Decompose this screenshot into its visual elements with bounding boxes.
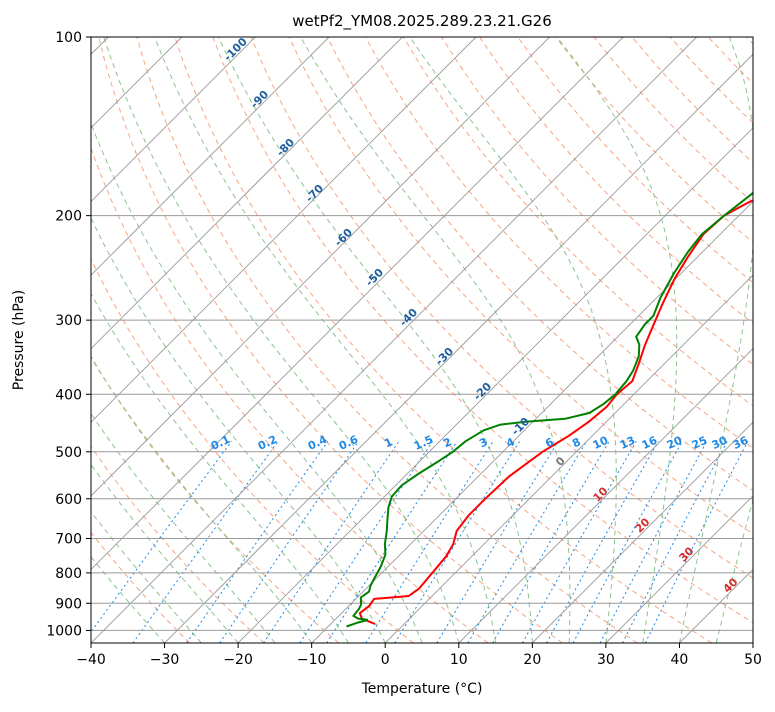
y-tick-label: 100 [55, 30, 82, 46]
x-tick-label: 40 [671, 652, 689, 668]
x-tick-label: 20 [523, 652, 541, 668]
x-tick-label: 50 [744, 652, 762, 668]
x-tick-label: −30 [150, 652, 180, 668]
x-axis-label: Temperature (°C) [361, 681, 483, 697]
y-tick-label: 600 [55, 492, 82, 508]
x-tick-label: −20 [223, 652, 253, 668]
chart-title: wetPf2_YM08.2025.289.23.21.G26 [292, 12, 551, 31]
y-tick-label: 400 [55, 387, 82, 403]
y-axis-label: Pressure (hPa) [11, 290, 27, 390]
y-tick-label: 500 [55, 445, 82, 461]
x-tick-label: 0 [381, 652, 390, 668]
y-tick-label: 900 [55, 596, 82, 612]
x-tick-label: 10 [450, 652, 468, 668]
y-tick-label: 200 [55, 209, 82, 225]
x-tick-label: −10 [297, 652, 327, 668]
x-tick-label: 30 [597, 652, 615, 668]
y-tick-label: 1000 [46, 623, 82, 639]
x-tick-label: −40 [76, 652, 106, 668]
y-tick-label: 800 [55, 566, 82, 582]
y-tick-label: 700 [55, 532, 82, 548]
y-tick-label: 300 [55, 313, 82, 329]
